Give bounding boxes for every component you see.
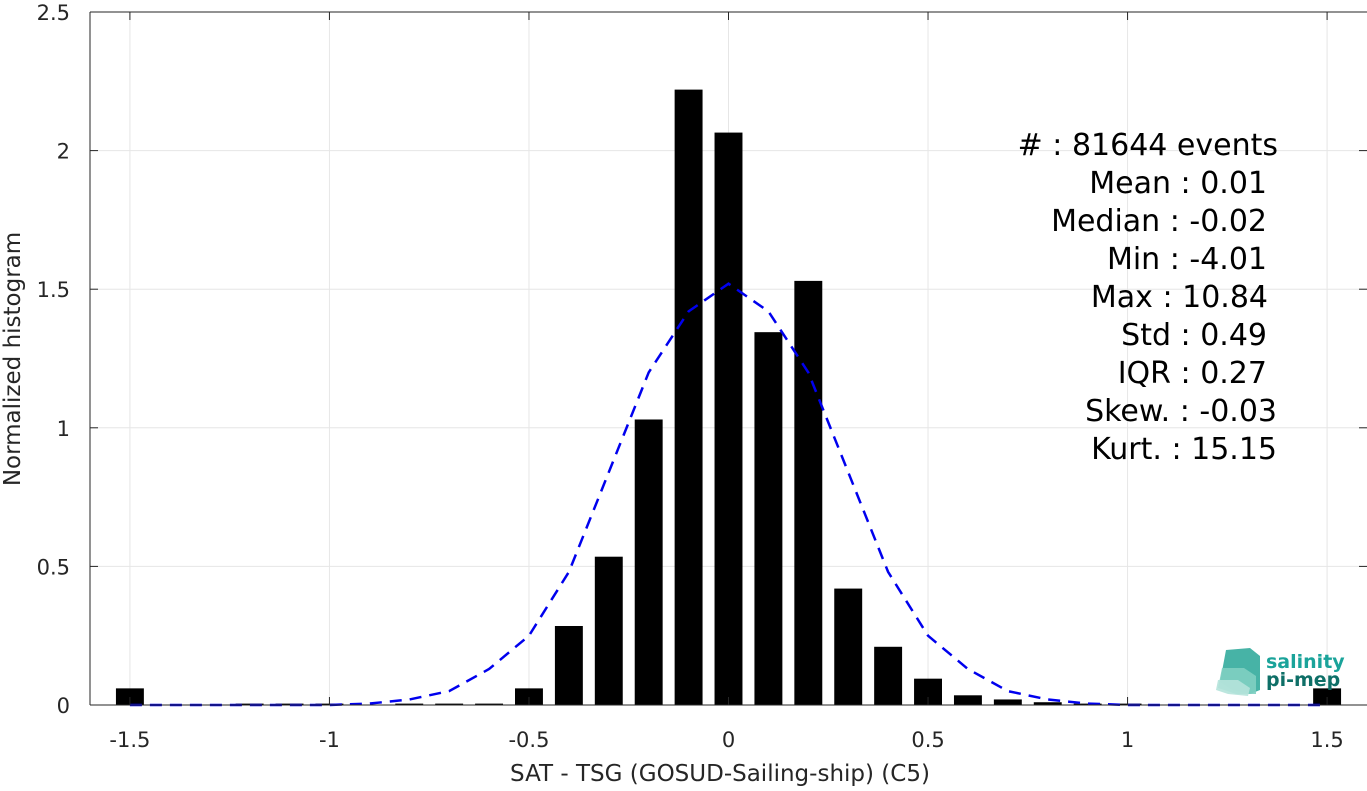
histogram-bar (115, 688, 144, 705)
logo-emblem-icon (1216, 648, 1260, 696)
histogram-bar (794, 280, 823, 705)
stat-mean: Mean : 0.01 (1089, 166, 1267, 201)
x-axis-label: SAT - TSG (GOSUD-Sailing-ship) (C5) (510, 761, 930, 787)
y-tick-label: 2 (57, 140, 70, 164)
statistics-annotation: # : 81644 events Mean : 0.01 Median : -0… (1018, 128, 1278, 467)
salinity-pi-mep-logo: salinity pi-mep (1216, 648, 1345, 696)
y-tick-label: 2.5 (37, 1, 70, 25)
x-tick-label: -0.5 (508, 728, 549, 752)
histogram-bar (1313, 688, 1342, 705)
y-axis-ticks: 0 0.5 1 1.5 2 2.5 (37, 1, 1367, 718)
x-tick-label: 0 (722, 728, 735, 752)
histogram-bar (594, 556, 623, 705)
stat-std: Std : 0.49 (1121, 318, 1267, 353)
histogram-bar (395, 703, 424, 705)
histogram-bar (515, 688, 543, 705)
y-tick-label: 0.5 (37, 555, 70, 579)
y-tick-label: 1.5 (37, 278, 70, 302)
stat-min: Min : -4.01 (1107, 242, 1267, 277)
stat-events: # : 81644 events (1018, 128, 1278, 163)
fit-curve-line (129, 282, 1328, 707)
stat-skew: Skew. : -0.03 (1085, 394, 1277, 429)
y-tick-label: 1 (57, 417, 70, 441)
histogram-bars (115, 89, 1342, 706)
histogram-bar (634, 419, 663, 705)
x-tick-label: -1.5 (109, 728, 150, 752)
histogram-bar (275, 703, 304, 705)
x-axis-ticks: -1.5 -1 -0.5 0 0.5 1 1.5 (109, 12, 1344, 752)
stat-kurt: Kurt. : 15.15 (1091, 432, 1277, 467)
histogram-bar (714, 132, 743, 705)
histogram-bar (1033, 702, 1062, 705)
histogram-bar (874, 646, 903, 705)
histogram-bar (834, 588, 863, 705)
histogram-bar (993, 699, 1022, 705)
histogram-bar (475, 703, 504, 705)
histogram-bar (554, 625, 583, 705)
x-tick-label: 1 (1121, 728, 1134, 752)
histogram-bar (953, 695, 982, 705)
stat-max: Max : 10.84 (1091, 280, 1268, 315)
x-tick-label: 0.5 (911, 728, 944, 752)
histogram-bar (435, 703, 464, 705)
logo-line1: salinity (1266, 651, 1345, 673)
histogram-bar (235, 703, 264, 705)
histogram-bar (674, 89, 703, 706)
histogram-bar (754, 332, 783, 705)
x-tick-label: -1 (319, 728, 340, 752)
y-tick-label: 0 (57, 694, 70, 718)
y-axis-label: Normalized histogram (0, 232, 26, 486)
fit-curve-group (129, 282, 1328, 707)
logo-line2: pi-mep (1266, 669, 1340, 691)
x-tick-label: 1.5 (1310, 728, 1343, 752)
histogram-bar (1073, 703, 1102, 705)
stat-median: Median : -0.02 (1051, 204, 1267, 239)
stat-iqr: IQR : 0.27 (1118, 356, 1267, 391)
